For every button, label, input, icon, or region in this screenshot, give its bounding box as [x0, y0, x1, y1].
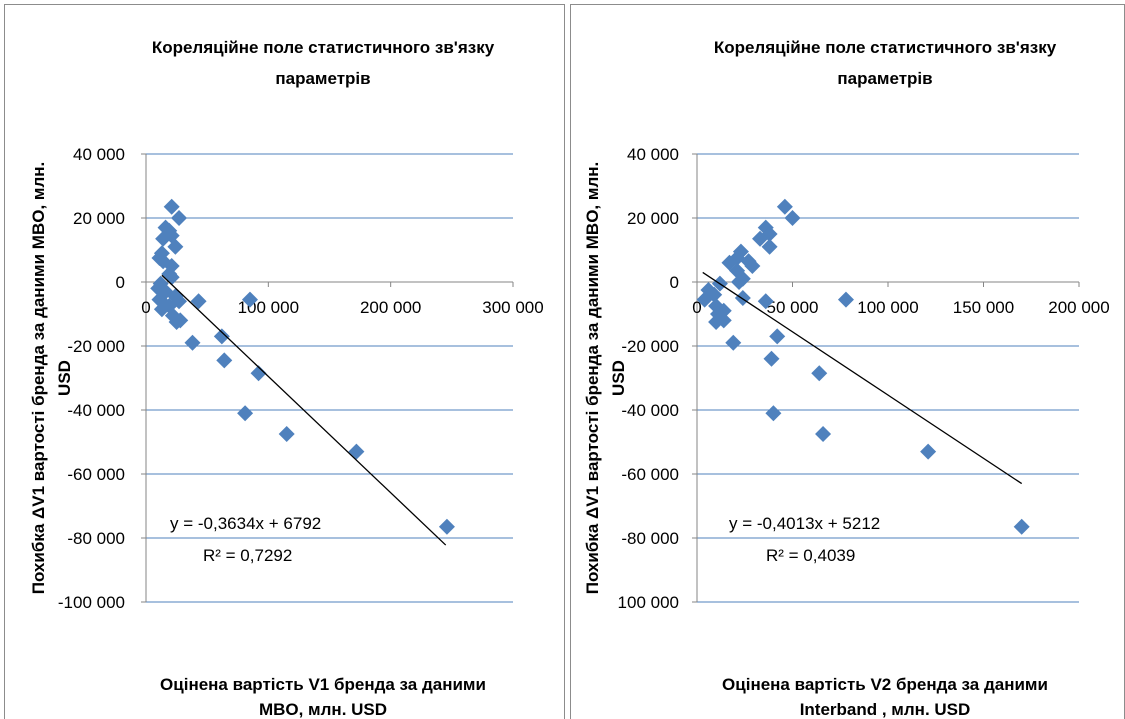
data-point	[837, 291, 854, 308]
y-tick-label: 20 000	[627, 209, 679, 228]
y-tick-label: -80 000	[67, 529, 125, 548]
data-point	[731, 274, 748, 290]
chart-title: Кореляційне поле статистичного зв'язку	[152, 38, 495, 57]
data-point	[1013, 518, 1030, 535]
data-point	[734, 290, 751, 306]
chart-title: параметрів	[275, 69, 370, 88]
data-point	[190, 293, 207, 310]
y-tick-label: -40 000	[67, 401, 125, 420]
data-point	[763, 350, 780, 367]
x-tick-label: 100 000	[857, 298, 918, 317]
y-tick-label: 40 000	[627, 145, 679, 164]
y-tick-label: -60 000	[621, 465, 679, 484]
x-axis-title: Interband , млн. USD	[800, 700, 971, 719]
data-point	[171, 210, 188, 226]
data-point	[765, 405, 782, 422]
data-point	[237, 405, 254, 422]
y-tick-label: -80 000	[621, 529, 679, 548]
x-tick-label: 200 000	[360, 298, 421, 317]
data-point	[715, 312, 732, 329]
y-tick-label: -100 000	[58, 593, 125, 612]
x-axis-title: Оцінена вартість V2 бренда за даними	[722, 675, 1048, 694]
chart-panel-right	[570, 4, 1125, 719]
data-point	[184, 334, 201, 351]
data-point	[153, 301, 170, 318]
data-point	[213, 328, 230, 345]
trendline	[702, 271, 1023, 485]
r-squared-label: R² = 0,7292	[203, 546, 292, 565]
trendline-equation: y = -0,4013x + 5212	[729, 514, 880, 533]
data-point	[920, 443, 937, 460]
data-point	[250, 365, 267, 382]
y-tick-label: 40 000	[73, 145, 125, 164]
chart-title: Кореляційне поле статистичного зв'язку	[714, 38, 1057, 57]
y-tick-label: 0	[670, 273, 679, 292]
chart-title: параметрів	[837, 69, 932, 88]
x-axis-title: Оцінена вартість V1 бренда за даними	[160, 675, 486, 694]
trendline	[161, 274, 447, 546]
r-squared-label: R² = 0,4039	[766, 546, 855, 565]
data-point	[163, 198, 180, 215]
data-point	[752, 230, 769, 247]
data-point	[757, 293, 774, 310]
x-axis-title: MBO, млн. USD	[259, 700, 387, 719]
y-axis-title: Похибка ΔV1 вартості бренда за даними MB…	[29, 162, 48, 595]
data-point	[348, 443, 365, 460]
y-tick-label: -60 000	[67, 465, 125, 484]
x-tick-label: 0	[141, 298, 150, 317]
y-axis-title: Похибка ΔV1 вартості бренда за даними MB…	[583, 162, 602, 595]
y-tick-label: -20 000	[67, 337, 125, 356]
data-point	[438, 518, 455, 535]
x-tick-label: 150 000	[953, 298, 1014, 317]
data-point	[815, 426, 832, 442]
chart-1: 40 000 20 000 0 -20 000 -40 000 -60 000 -80 00…	[29, 38, 544, 719]
data-point	[172, 312, 189, 329]
y-tick-label: -40 000	[621, 401, 679, 420]
chart-2: 40 000 20 000 0 -20 000 -40 000 -60 000 -80 00…	[583, 38, 1110, 719]
x-tick-label: 200 000	[1048, 298, 1109, 317]
data-point	[769, 328, 786, 345]
data-point	[744, 258, 761, 274]
trendline-equation: y = -0,3634x + 6792	[170, 514, 321, 533]
y-tick-label: 0	[116, 273, 125, 292]
data-point	[167, 238, 184, 255]
data-point	[784, 210, 801, 226]
data-point	[761, 238, 778, 255]
y-tick-label: -20 000	[621, 337, 679, 356]
x-tick-label: 300 000	[482, 298, 543, 317]
x-tick-label: 0	[692, 298, 701, 317]
x-tick-label: 50 000	[767, 298, 819, 317]
data-point	[155, 230, 172, 247]
data-point	[216, 352, 233, 369]
chart-panel-left	[4, 4, 565, 719]
data-point	[171, 293, 188, 310]
y-axis-title: USD	[55, 360, 74, 396]
y-tick-label: 20 000	[73, 209, 125, 228]
data-point	[696, 291, 713, 308]
data-point	[776, 198, 793, 215]
y-axis-title: USD	[609, 360, 628, 396]
data-point	[725, 334, 742, 351]
data-point	[811, 365, 828, 382]
data-point	[278, 426, 295, 442]
y-tick-label: 100 000	[618, 593, 679, 612]
data-point	[241, 291, 258, 308]
